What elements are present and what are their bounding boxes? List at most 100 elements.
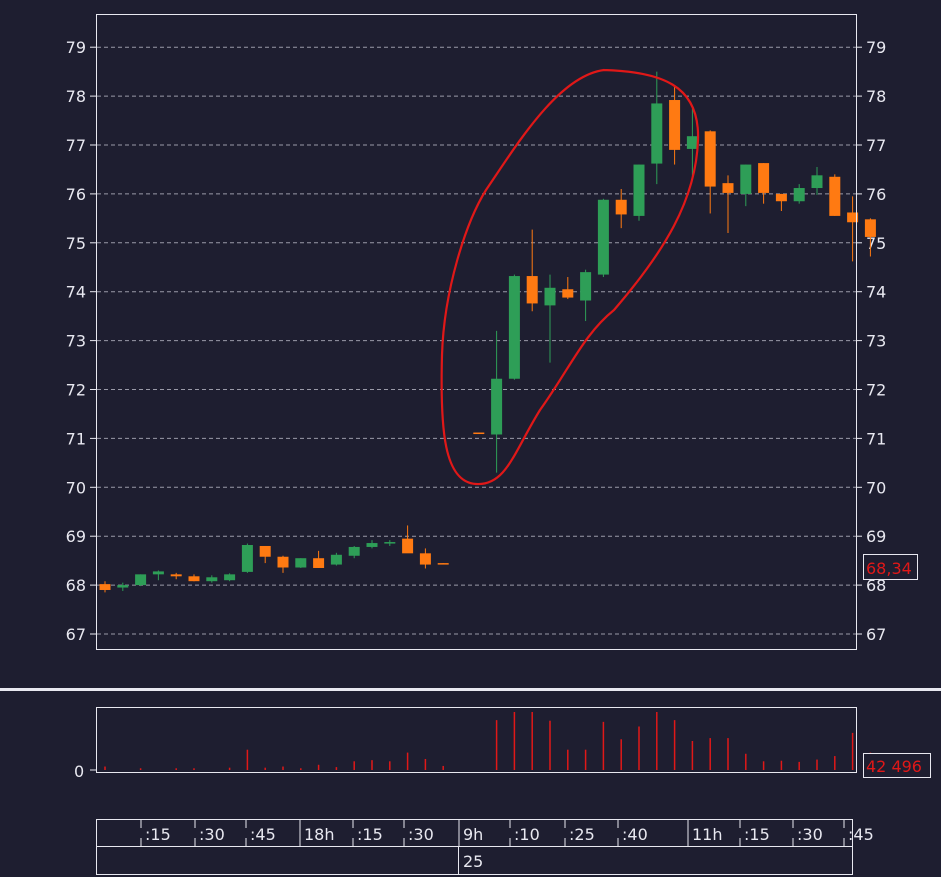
- candle: [847, 196, 859, 262]
- candle-body: [99, 584, 111, 590]
- price-tick-label: 68: [866, 576, 886, 595]
- candle: [419, 548, 431, 569]
- candle-body: [597, 199, 609, 275]
- candle-body: [330, 554, 342, 565]
- candle-body: [704, 131, 716, 187]
- candle-body: [580, 272, 592, 301]
- candle: [437, 563, 449, 565]
- price-tick-label: 72: [66, 381, 86, 400]
- candle: [117, 582, 129, 591]
- candle: [562, 277, 574, 300]
- candle: [811, 167, 823, 195]
- date-row-frame: [96, 846, 853, 875]
- price-tick-label: 75: [866, 234, 886, 253]
- candle: [295, 558, 307, 568]
- price-tick-label: 71: [66, 429, 86, 448]
- candle-body: [419, 553, 431, 565]
- last-price-label: 68,34: [866, 559, 912, 578]
- time-tick-label: 11h: [692, 825, 723, 844]
- price-tick-label: 74: [66, 283, 86, 302]
- candle: [829, 174, 841, 216]
- price-tick-label: 67: [66, 625, 86, 644]
- candle-body: [259, 545, 271, 557]
- candle: [580, 269, 592, 322]
- price-tick-label: 78: [66, 87, 86, 106]
- candle: [686, 108, 698, 177]
- candle: [491, 330, 503, 473]
- candle-body: [384, 542, 396, 544]
- time-tick-label: :25: [569, 825, 595, 844]
- candle-body: [615, 199, 627, 215]
- candle-body: [847, 212, 859, 223]
- candle-body: [793, 188, 805, 202]
- candle: [206, 575, 218, 583]
- candle: [740, 164, 752, 207]
- price-tick-label: 79: [66, 38, 86, 57]
- candle-body: [188, 576, 200, 582]
- price-tick-label: 68: [66, 576, 86, 595]
- last-volume-label: 42 496: [866, 757, 922, 776]
- candle-body: [348, 546, 360, 556]
- time-tick-label: :30: [797, 825, 823, 844]
- candles: [99, 71, 876, 593]
- candle-body: [669, 100, 681, 150]
- candle-body: [152, 571, 164, 575]
- price-axis-right: 67 68 69 70 71 72 73 74 75 76 77 78 79: [856, 38, 886, 644]
- candle: [313, 550, 325, 568]
- candle-body: [740, 164, 752, 194]
- candle-body: [277, 556, 289, 568]
- candle: [669, 86, 681, 165]
- candle: [348, 545, 360, 559]
- price-tick-label: 76: [866, 185, 886, 204]
- time-tick-label: :15: [744, 825, 770, 844]
- candle: [473, 432, 485, 435]
- candle-body: [224, 574, 236, 581]
- last-price-box: [863, 554, 918, 580]
- price-tick-label: 71: [866, 429, 886, 448]
- time-tick-label: :15: [357, 825, 383, 844]
- candle: [793, 184, 805, 204]
- candle-body: [526, 276, 538, 304]
- candle-body: [170, 574, 182, 577]
- volume-panel-frame: [96, 707, 857, 773]
- candle-body: [402, 538, 414, 554]
- candle: [775, 193, 787, 212]
- candle: [170, 572, 182, 580]
- candle: [544, 274, 556, 363]
- time-tick-label: :45: [250, 825, 276, 844]
- time-tick-label: :30: [199, 825, 225, 844]
- candle: [277, 555, 289, 573]
- candle: [135, 574, 147, 587]
- price-tick-label: 74: [866, 283, 886, 302]
- time-tick-label: :40: [622, 825, 648, 844]
- candle: [99, 581, 111, 593]
- candle-body: [366, 543, 378, 547]
- time-tick-label: :45: [848, 825, 874, 844]
- candle-body: [775, 193, 787, 202]
- volume-bars: [90, 712, 872, 771]
- candle-body: [135, 574, 147, 586]
- price-tick-label: 69: [66, 527, 86, 546]
- candle-body: [811, 175, 823, 189]
- candle-body: [686, 136, 698, 149]
- time-tick-label: :30: [408, 825, 434, 844]
- candle-body: [206, 577, 218, 582]
- panel-separator: [0, 688, 941, 691]
- price-tick-label: 70: [66, 478, 86, 497]
- candle-body: [829, 176, 841, 216]
- candle: [402, 525, 414, 554]
- candle: [758, 163, 770, 204]
- candle: [864, 218, 876, 257]
- time-tick-label: :15: [145, 825, 171, 844]
- price-tick-label: 73: [866, 332, 886, 351]
- price-tick-label: 72: [866, 381, 886, 400]
- candle-body: [491, 378, 503, 435]
- candle: [597, 198, 609, 278]
- time-tick-label: 9h: [463, 825, 483, 844]
- candle: [152, 570, 164, 581]
- candle-body: [651, 103, 663, 164]
- volume-axis-zero: 0: [74, 762, 84, 781]
- candle-body: [562, 289, 574, 298]
